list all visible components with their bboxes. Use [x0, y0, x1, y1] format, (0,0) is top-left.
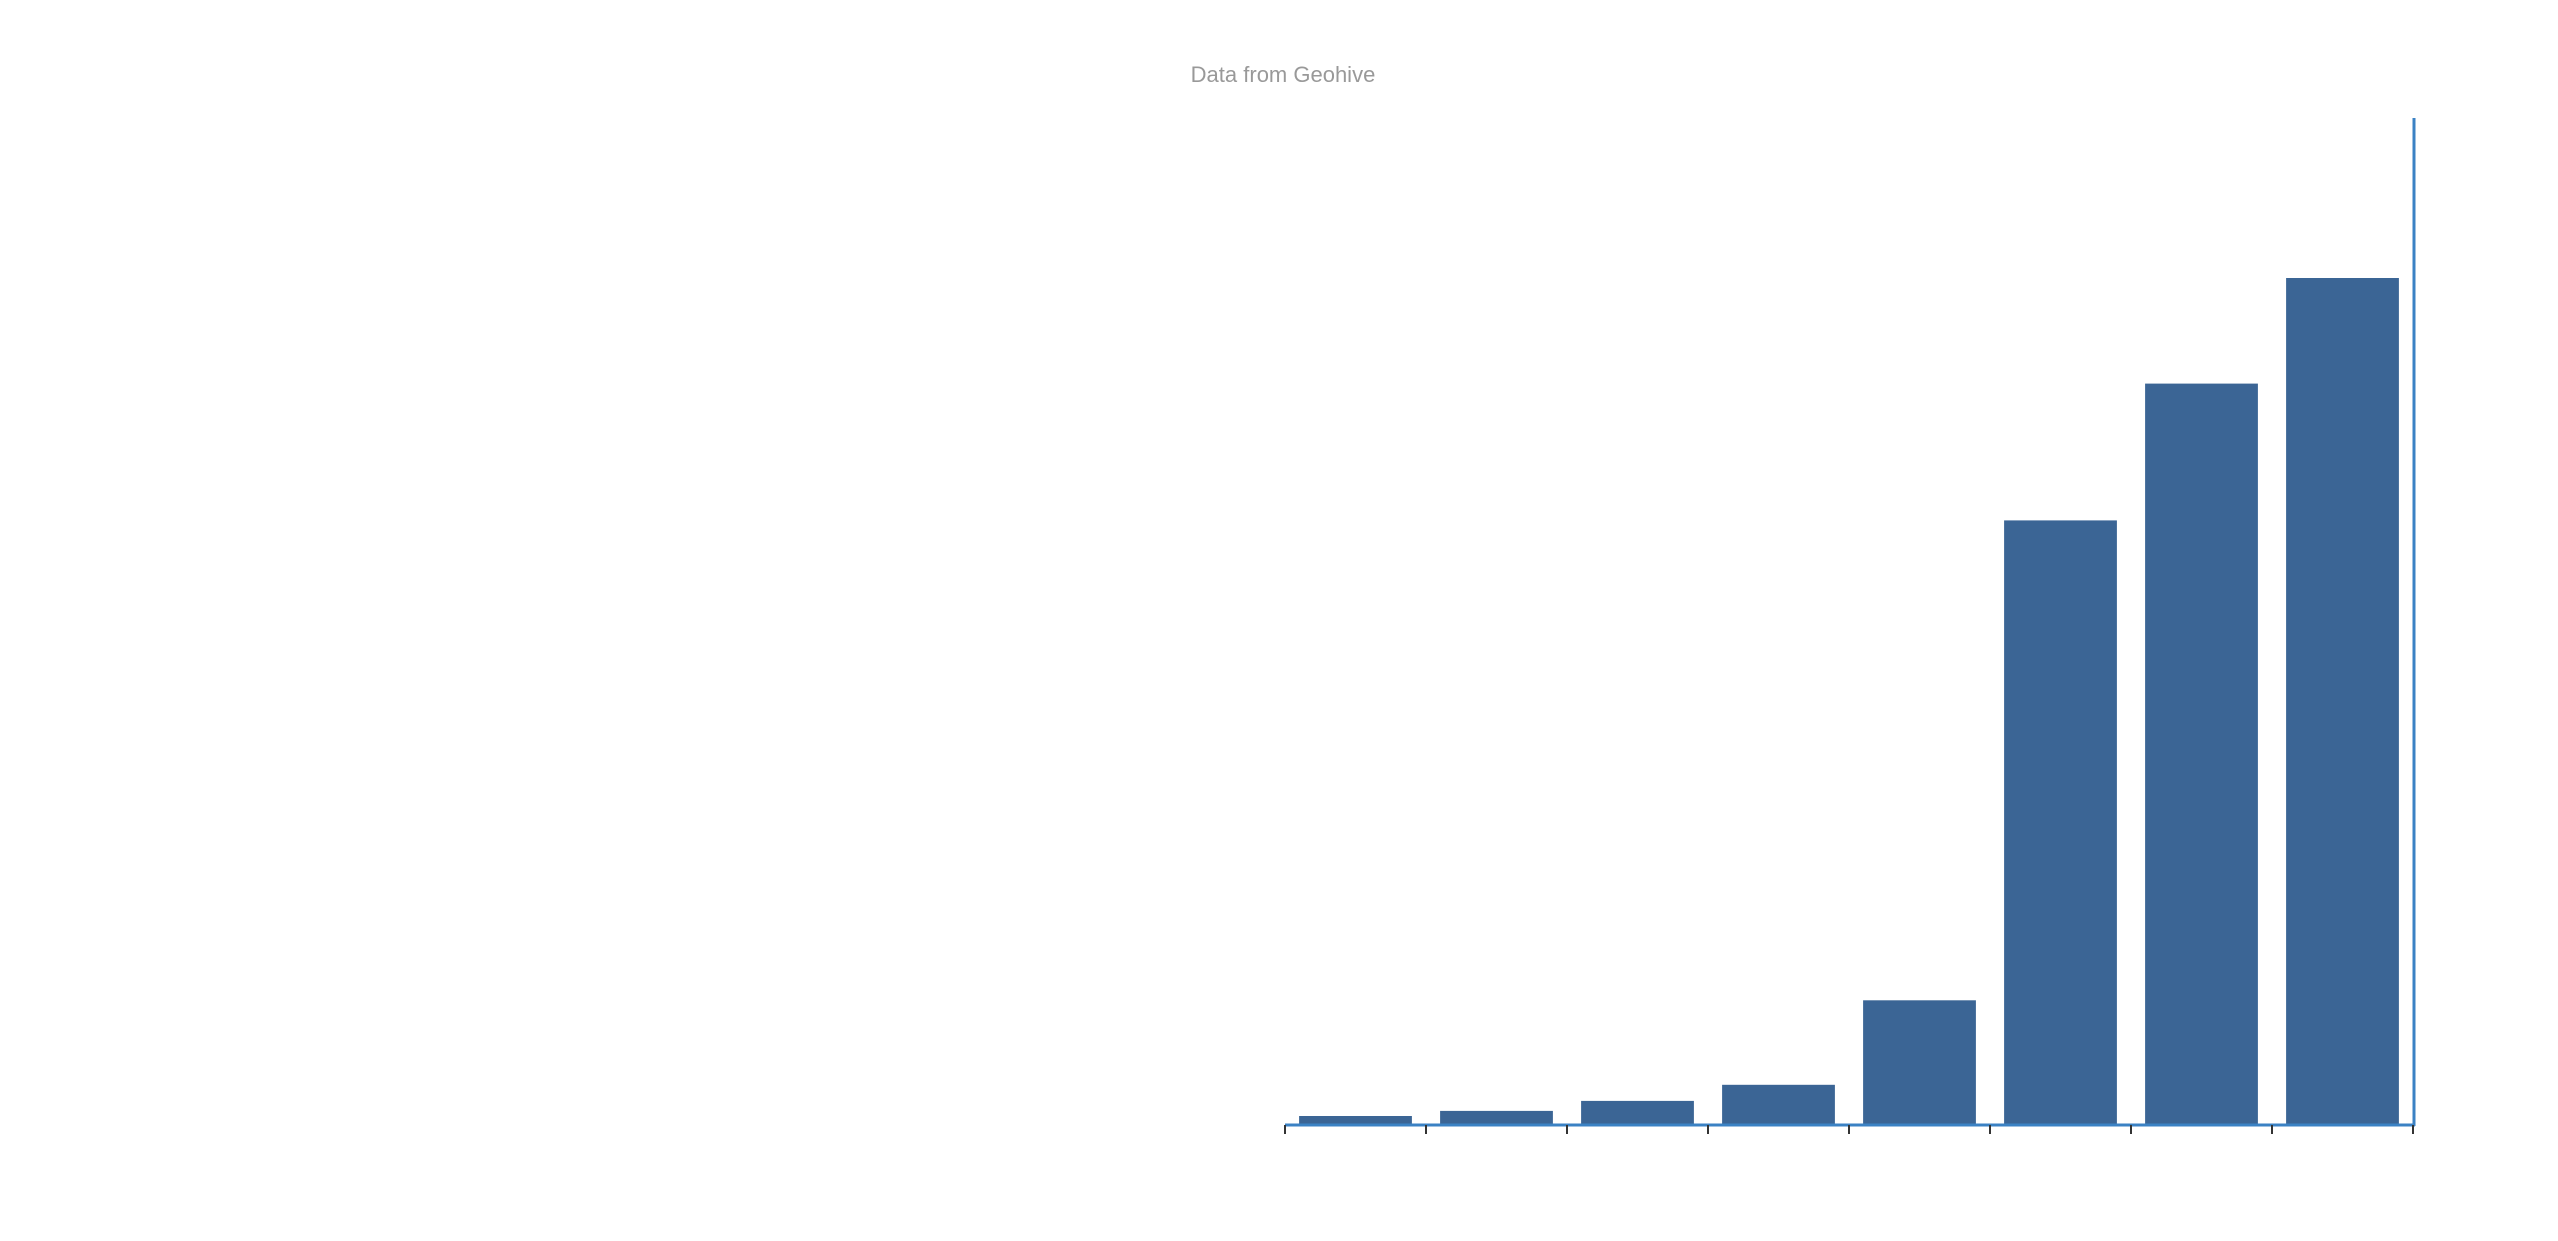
bar-7: [2145, 383, 2258, 1125]
bar-3: [1581, 1100, 1694, 1124]
bar-2: [1440, 1110, 1553, 1124]
bar-5: [1863, 1000, 1976, 1124]
chart-subtitle: Data from Geohive: [1191, 62, 1376, 87]
bar-1: [1299, 1116, 1412, 1124]
bar-6: [2004, 520, 2117, 1124]
bar-4: [1722, 1084, 1835, 1124]
bar-series: [1299, 278, 2399, 1125]
x-axis-ticks: [1284, 1125, 2414, 1134]
bar-8: [2286, 278, 2399, 1124]
